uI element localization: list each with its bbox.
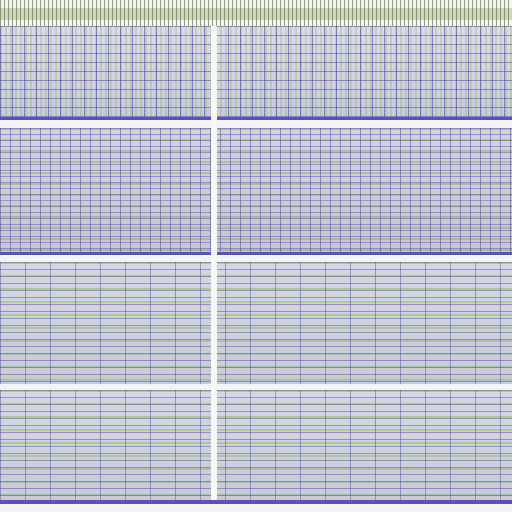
table-section — [0, 262, 512, 384]
table-section — [0, 390, 512, 500]
section-gap — [0, 384, 512, 390]
section-gap — [0, 120, 512, 128]
column-divider — [211, 26, 217, 500]
table-section — [0, 26, 512, 118]
section-gap — [0, 255, 512, 262]
section-rule — [0, 500, 512, 504]
footer-gap — [0, 504, 512, 512]
section-rule — [0, 117, 512, 120]
header-bar — [0, 0, 512, 26]
table-section — [0, 128, 512, 253]
section-rule — [0, 252, 512, 255]
